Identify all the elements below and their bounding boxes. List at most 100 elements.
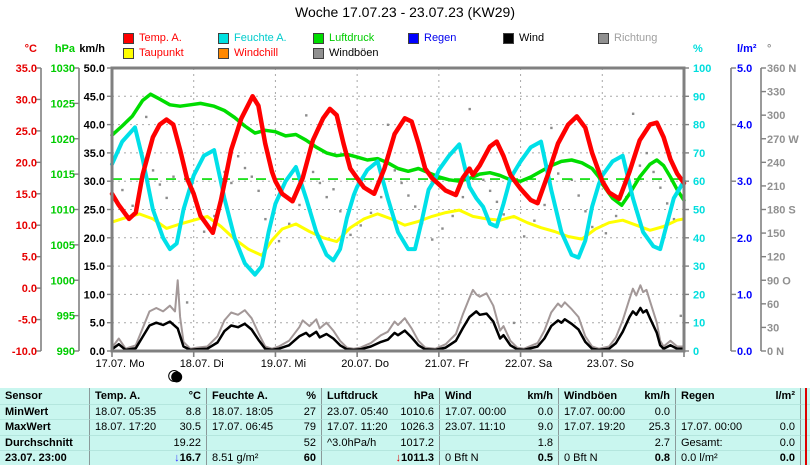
svg-text:-5.0: -5.0 — [18, 315, 37, 327]
legend-item-wind: Wind — [503, 32, 544, 44]
trend-down-icon: ↓ — [174, 452, 180, 465]
svg-text:20.0: 20.0 — [16, 157, 37, 169]
svg-text:70: 70 — [693, 148, 705, 160]
legend-label: Taupunkt — [139, 46, 184, 59]
legend-label: Temp. A. — [139, 31, 182, 44]
legend-label: Feuchte A. — [234, 31, 287, 44]
table-cell: 19.22 — [90, 434, 207, 450]
svg-text:0.0: 0.0 — [90, 346, 105, 358]
svg-text:40: 40 — [693, 233, 705, 245]
pressure-color-swatch-icon — [313, 32, 324, 44]
legend-item-temp: Temp. A. — [123, 32, 182, 44]
svg-text:120: 120 — [767, 252, 785, 264]
svg-text:45.0: 45.0 — [84, 91, 105, 103]
svg-text:25.0: 25.0 — [84, 205, 105, 217]
weather-chart: 35.0 30.0 25.0 20.0 15.0 10.0 5.0 0.0 -5.0 -10.0 °… — [12, 43, 799, 383]
table-cell: ↓1011.3 — [322, 450, 440, 465]
svg-text:25.0: 25.0 — [16, 126, 37, 138]
svg-text:-10.0: -10.0 — [12, 346, 37, 358]
table-cell: 23.07. 05:40 1010.6 — [322, 403, 440, 419]
svg-text:150: 150 — [767, 228, 785, 240]
legend-item-dewpoint: Taupunkt — [123, 47, 184, 59]
svg-text:1020: 1020 — [51, 134, 75, 146]
legend-label: Luftdruck — [329, 31, 375, 44]
svg-text:0 N: 0 N — [767, 346, 784, 358]
svg-text:35.0: 35.0 — [84, 148, 105, 160]
table-cell — [676, 403, 801, 419]
svg-text:60: 60 — [693, 176, 705, 188]
svg-text:1.0: 1.0 — [737, 289, 752, 301]
svg-text:300: 300 — [767, 110, 785, 122]
table-cell: 0.0 l/m² 0.0 — [676, 450, 801, 465]
svg-text:2.0: 2.0 — [737, 233, 752, 245]
svg-text:360 N: 360 N — [767, 63, 796, 75]
table-header-cell: Feuchte A.% — [207, 388, 322, 404]
svg-text:35.0: 35.0 — [16, 63, 37, 75]
temp-color-swatch-icon — [123, 32, 134, 44]
svg-text:90 O: 90 O — [767, 275, 791, 287]
svg-text:30: 30 — [767, 322, 779, 334]
dewpoint-color-swatch-icon — [123, 47, 134, 59]
table-cell: 0 Bft N 0.8 — [559, 450, 676, 465]
table-cell: 18.07. 17:20 30.5 — [90, 419, 207, 435]
svg-text:15.0: 15.0 — [16, 189, 37, 201]
svg-text:19.07. Mi: 19.07. Mi — [261, 358, 306, 370]
svg-text:10.0: 10.0 — [84, 289, 105, 301]
table-cell: 17.07. 00:00 0.0 — [440, 403, 559, 419]
wind-color-swatch-icon — [503, 32, 514, 44]
table-header-cell: Wind km/h — [440, 388, 559, 404]
svg-text:240: 240 — [767, 157, 785, 169]
svg-text:100: 100 — [693, 63, 711, 75]
svg-text:20.0: 20.0 — [84, 233, 105, 245]
svg-text:0.0: 0.0 — [737, 346, 752, 358]
svg-text:23.07. So: 23.07. So — [587, 358, 634, 370]
legend-item-direction: Richtung — [598, 32, 657, 44]
svg-text:1025: 1025 — [51, 98, 75, 110]
legend-item-rain: Regen — [408, 32, 456, 44]
svg-text:210: 210 — [767, 181, 785, 193]
svg-text:40.0: 40.0 — [84, 120, 105, 132]
svg-text:22.07. Sa: 22.07. Sa — [505, 358, 553, 370]
table-cell: ↓16.7 — [90, 450, 207, 465]
svg-text:1030: 1030 — [51, 63, 75, 75]
table-cell: 17.07. 11:20 1026.3 — [322, 419, 440, 435]
windchill-color-swatch-icon — [218, 47, 229, 59]
svg-text:5.0: 5.0 — [22, 252, 37, 264]
svg-text:10: 10 — [693, 318, 705, 330]
svg-text:17.07. Mo: 17.07. Mo — [96, 358, 145, 370]
table-row-label: 23.07. 23:00 — [0, 450, 90, 465]
table-row-label: Durchschnitt — [0, 434, 90, 450]
svg-text:90: 90 — [693, 91, 705, 103]
table-row-label: MinWert — [0, 403, 90, 419]
table-cell: 17.07. 00:00 0.0 — [559, 403, 676, 419]
svg-text:3.0: 3.0 — [737, 176, 752, 188]
svg-text:1000: 1000 — [51, 275, 75, 287]
svg-text:990: 990 — [57, 346, 75, 358]
rain-color-swatch-icon — [408, 32, 419, 44]
svg-text:180 S: 180 S — [767, 205, 796, 217]
table-cell: 1.8 — [440, 434, 559, 450]
table-cell: 18.07. 18:05 27 — [207, 403, 322, 419]
legend-item-windchill: Windchill — [218, 47, 278, 59]
svg-text:30: 30 — [693, 261, 705, 273]
svg-text:20.07. Do: 20.07. Do — [341, 358, 389, 370]
legend-item-gusts: Windböen — [313, 47, 379, 59]
table-cell: 17.07. 06:45 79 — [207, 419, 322, 435]
legend-label: Wind — [519, 31, 545, 44]
humidity-color-swatch-icon — [218, 32, 229, 44]
table-header-cell: Regen l/m² — [676, 388, 801, 404]
legend-item-pressure: Luftdruck — [313, 32, 374, 44]
legend-item-humidity: Feuchte A. — [218, 32, 287, 44]
svg-text:18.07. Di: 18.07. Di — [180, 358, 224, 370]
svg-text:80: 80 — [693, 120, 705, 132]
svg-text:995: 995 — [57, 311, 75, 323]
sensor-table: Sensor Temp. A. °C Feuchte A.% Luftdruck hPa W… — [0, 388, 810, 465]
svg-text:330: 330 — [767, 87, 785, 99]
svg-text:30.0: 30.0 — [16, 94, 37, 106]
table-cell: 17.07. 00:00 0.0 — [676, 419, 801, 435]
svg-text:1005: 1005 — [51, 240, 75, 252]
legend-label: Richtung — [614, 31, 658, 44]
table-cell: Gesamt: 0.0 — [676, 434, 801, 450]
svg-text:4.0: 4.0 — [737, 120, 752, 132]
